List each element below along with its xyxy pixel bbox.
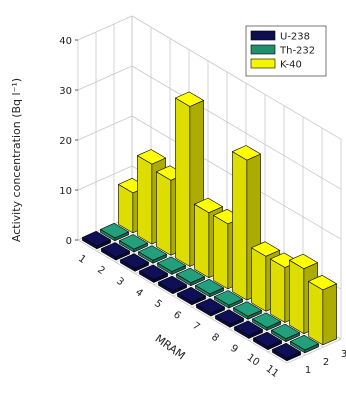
x-tick-label-3: 3	[114, 276, 126, 289]
bar-Th-232-9	[252, 312, 281, 331]
bar-face-front	[308, 281, 324, 346]
bar-Th-232-11	[290, 335, 319, 354]
x-tick-label-5: 5	[152, 298, 164, 311]
bar-face-top	[194, 197, 223, 213]
z-tick-label-30: 30	[59, 86, 72, 97]
bar-face-top	[251, 241, 280, 257]
y-axis-label: Activity concentration (Bq l⁻¹)	[10, 78, 23, 242]
y-tick-label-3: 3	[341, 349, 346, 360]
bar-face-front	[289, 259, 305, 334]
y-tick-label-2: 2	[323, 357, 329, 368]
x-tick-label-10: 10	[245, 352, 262, 368]
bar-U-238-5	[158, 275, 187, 294]
bar-face-top	[82, 231, 111, 247]
bar-face-front	[270, 258, 286, 323]
bar-face-top	[214, 290, 243, 306]
bar-face-side	[322, 283, 337, 346]
bar-face-top	[157, 256, 186, 272]
x-tick-label-6: 6	[171, 309, 183, 322]
legend-swatch-Th-232	[250, 44, 276, 55]
bar-face-top	[137, 149, 166, 165]
bar-Th-232-3	[138, 245, 167, 264]
bar-face-front	[194, 203, 210, 278]
bar-face-top	[232, 145, 261, 161]
bar-face-top	[215, 309, 244, 325]
bar-face-top	[139, 264, 168, 280]
x-tick-label-7: 7	[190, 320, 202, 333]
bar-face-top	[234, 320, 263, 336]
legend-label-Th-232: Th-232	[279, 46, 315, 57]
bar-Th-232-5	[176, 267, 205, 286]
floor-gridline-y-0	[77, 239, 288, 364]
bars-layer	[82, 91, 337, 362]
bar-U-238-8	[215, 309, 244, 328]
bar-U-238-3	[120, 253, 149, 272]
bar-face-top	[272, 343, 301, 359]
x-tick-label-4: 4	[133, 287, 145, 300]
legend-label-K-40: K-40	[280, 60, 302, 71]
x-axis-label: MRAM	[153, 332, 188, 362]
bar-Th-232-10	[271, 323, 300, 342]
bar-face-top	[175, 91, 204, 107]
legend: U-238 Th-232 K-40	[245, 25, 327, 77]
bar-face-top	[158, 275, 187, 291]
bar-Th-232-2	[119, 234, 148, 253]
bar-U-238-10	[253, 331, 282, 350]
bar-U-238-7	[196, 298, 225, 317]
x-tick-label-11: 11	[264, 363, 281, 379]
bar-face-front	[251, 247, 267, 312]
bar-U-238-1	[82, 231, 111, 250]
bar-face-front	[137, 155, 153, 245]
bar-face-top	[195, 279, 224, 295]
z-tick-label-0: 0	[66, 236, 72, 247]
bar-U-238-9	[234, 320, 263, 339]
bar-face-top	[252, 312, 281, 328]
legend-swatch-U-238	[250, 30, 276, 41]
x-tick-label-1: 1	[76, 253, 88, 266]
bar-Th-232-1	[100, 223, 129, 242]
bar-Th-232-4	[157, 256, 186, 275]
bar-face-top	[289, 253, 318, 269]
x-tick-label-9: 9	[228, 343, 240, 356]
bar-face-front	[175, 97, 191, 267]
bar-face-top	[233, 301, 262, 317]
bar-Th-232-7	[214, 290, 243, 309]
bar-face-top	[100, 223, 129, 239]
bar-K-40-11	[308, 275, 337, 346]
bar-Th-232-8	[233, 301, 262, 320]
z-tick-label-10: 10	[59, 186, 72, 197]
bar-U-238-6	[177, 287, 206, 306]
bar-U-238-4	[139, 264, 168, 283]
bar-face-top	[120, 253, 149, 269]
bar-face-front	[156, 171, 172, 256]
y-tick-label-1: 1	[305, 365, 311, 376]
bar-face-front	[232, 151, 248, 301]
bar-face-top	[176, 267, 205, 283]
bar-face-front	[213, 215, 229, 290]
bar-face-top	[253, 331, 282, 347]
bar-face-top	[271, 323, 300, 339]
bar-face-top	[290, 335, 319, 351]
bar-face-top	[119, 234, 148, 250]
bar-Th-232-6	[195, 279, 224, 298]
floor-gridline-x-11	[286, 338, 342, 364]
bar-U-238-11	[272, 343, 301, 362]
bar-face-top	[177, 287, 206, 303]
x-tick-label-8: 8	[209, 332, 221, 345]
bar-face-top	[138, 245, 167, 261]
z-tick-label-20: 20	[59, 136, 72, 147]
x-tick-label-2: 2	[95, 264, 107, 277]
bar-face-top	[101, 242, 130, 258]
legend-swatch-K-40	[250, 58, 276, 69]
bar-face-top	[196, 298, 225, 314]
bar-face-top	[308, 275, 337, 291]
gridline-z-30	[77, 65, 342, 190]
bar-U-238-2	[101, 242, 130, 261]
bar-K-40-7	[232, 145, 261, 301]
z-tick-label-40: 40	[59, 36, 72, 47]
legend-label-U-238: U-238	[280, 32, 310, 43]
